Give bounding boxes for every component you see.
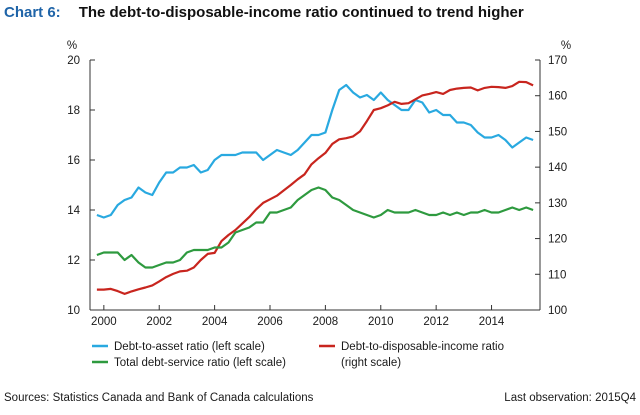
x-axis-tick-label: 2012 [423, 316, 449, 328]
series-line-total-debt-service-ratio [96, 186, 534, 269]
right-axis-tick-label: 100 [548, 305, 567, 317]
chart-title: The debt-to-disposable-income ratio cont… [78, 4, 524, 21]
legend-label-debt-to-asset: Debt-to-asset ratio (left scale) [114, 341, 265, 353]
right-axis-tick-label: 130 [548, 198, 567, 210]
left-axis-tick-label: 16 [67, 155, 80, 167]
series-layer [96, 80, 534, 295]
left-axis-tick-label: 20 [67, 55, 80, 67]
left-axis-tick-label: 14 [67, 205, 80, 217]
left-axis-tick-label: 10 [67, 305, 80, 317]
legend-label-debt-to-income: Debt-to-disposable-income ratio [341, 341, 504, 353]
right-axis-unit: % [561, 40, 571, 52]
last-observation-note: Last observation: 2015Q4 [504, 392, 636, 404]
right-axis-tick-label: 140 [548, 162, 567, 174]
x-axis-tick-label: 2014 [479, 316, 505, 328]
legend-label-debt-service: Total debt-service ratio (left scale) [114, 357, 286, 369]
x-axis-tick-label: 2004 [202, 316, 228, 328]
x-axis-tick-label: 2002 [146, 316, 172, 328]
x-axis-tick-label: 2010 [368, 316, 394, 328]
chart-title-row: Chart 6: The debt-to-disposable-income ra… [4, 4, 524, 21]
legend: Debt-to-asset ratio (left scale) Debt-to… [92, 341, 504, 369]
x-axis-tick-label: 2000 [91, 316, 117, 328]
right-axis-tick-label: 170 [548, 55, 567, 67]
left-axis-tick-label: 12 [67, 255, 80, 267]
right-axis-tick-label: 110 [548, 269, 566, 281]
legend-label-debt-to-income-scale: (right scale) [341, 357, 401, 369]
series-line-debt-to-disposable-income-ratio [96, 80, 534, 295]
x-axis-tick-label: 2006 [257, 316, 283, 328]
right-axis-tick-label: 120 [548, 234, 567, 246]
sources-note: Sources: Statistics Canada and Bank of C… [4, 392, 314, 404]
right-axis-tick-label: 150 [548, 126, 567, 138]
series-line-debt-to-asset-ratio [96, 83, 534, 219]
left-axis-unit: % [67, 40, 77, 52]
chart-number: Chart 6: [4, 4, 61, 21]
x-axis-tick-label: 2008 [313, 316, 339, 328]
right-axis-tick-label: 160 [548, 91, 567, 103]
left-axis-tick-label: 18 [67, 105, 80, 117]
axes: % % 10 12 14 16 18 20 100 110 120 130 140 150 160 170… [67, 40, 571, 328]
